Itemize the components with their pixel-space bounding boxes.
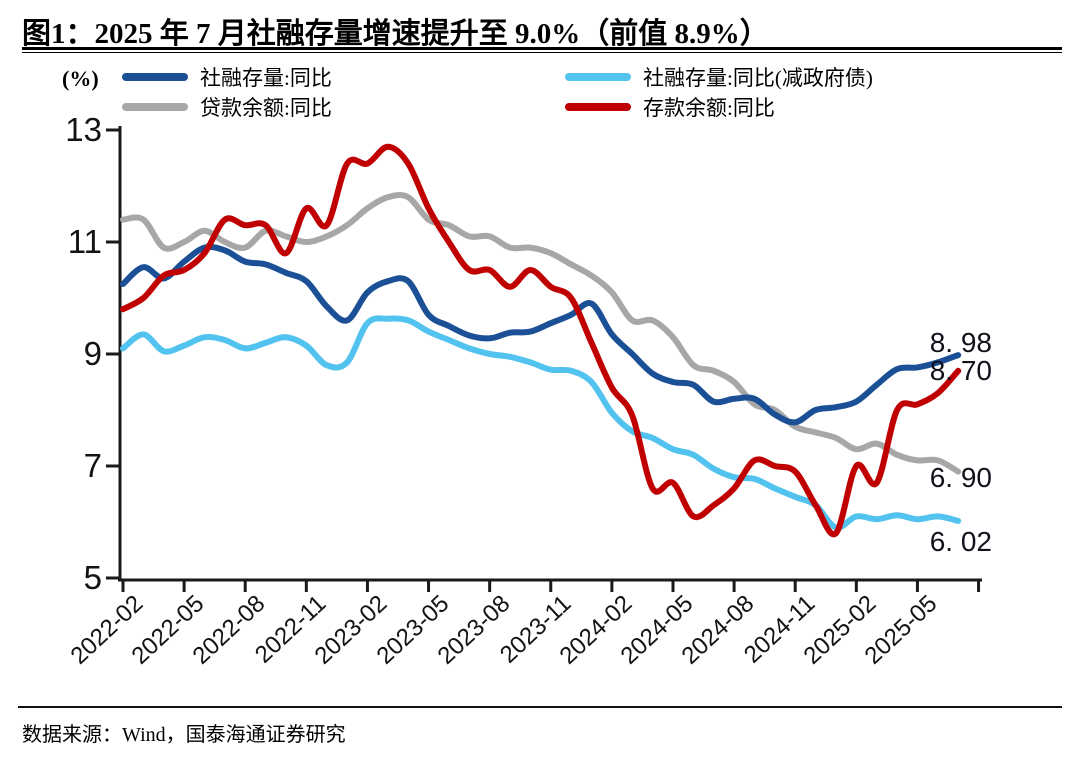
legend-item-loan-yoy: 贷款余额:同比 (122, 94, 332, 120)
legend-item-shrong-yoy-exgov: 社融存量:同比(减政府债) (565, 64, 873, 90)
end-value-label-deposit: 8. 70 (929, 355, 992, 386)
series-line-2 (120, 192, 962, 475)
data-source-note: 数据来源：Wind，国泰海通证券研究 (22, 724, 346, 746)
series-line-0 (120, 243, 962, 426)
legend-swatch-line-icon (122, 73, 188, 81)
y-tick-label: 5 (83, 559, 102, 596)
legend-item-deposit-yoy: 存款余额:同比 (565, 94, 775, 120)
legend-label: 存款余额:同比 (643, 96, 775, 120)
series-line-1 (120, 315, 962, 531)
title-divider (22, 47, 1062, 53)
legend-swatch-line-icon (565, 73, 631, 81)
legend-label: 社融存量:同比(减政府债) (643, 66, 873, 90)
end-value-label-loan: 6. 90 (929, 462, 992, 493)
legend-label: 贷款余额:同比 (200, 96, 332, 120)
end-value-label-shrong-exgov: 6. 02 (929, 526, 992, 557)
y-tick-label: 11 (67, 223, 102, 260)
y-tick-label: 13 (65, 111, 102, 148)
legend-label: 社融存量:同比 (200, 66, 332, 90)
y-tick-label: 9 (83, 335, 102, 372)
legend-swatch-line-icon (565, 103, 631, 111)
series-line-3 (120, 143, 962, 538)
footer-divider (18, 706, 1062, 708)
legend-item-shrong-yoy: 社融存量:同比 (122, 64, 332, 90)
y-axis-unit-label: (%) (62, 66, 99, 91)
end-value-label-shrong: 8. 98 (929, 327, 992, 358)
figure-title: 图1：2025 年 7 月社融存量增速提升至 9.0%（前值 8.9%） (22, 18, 769, 50)
y-tick-label: 7 (83, 447, 102, 484)
legend-swatch-line-icon (122, 103, 188, 111)
